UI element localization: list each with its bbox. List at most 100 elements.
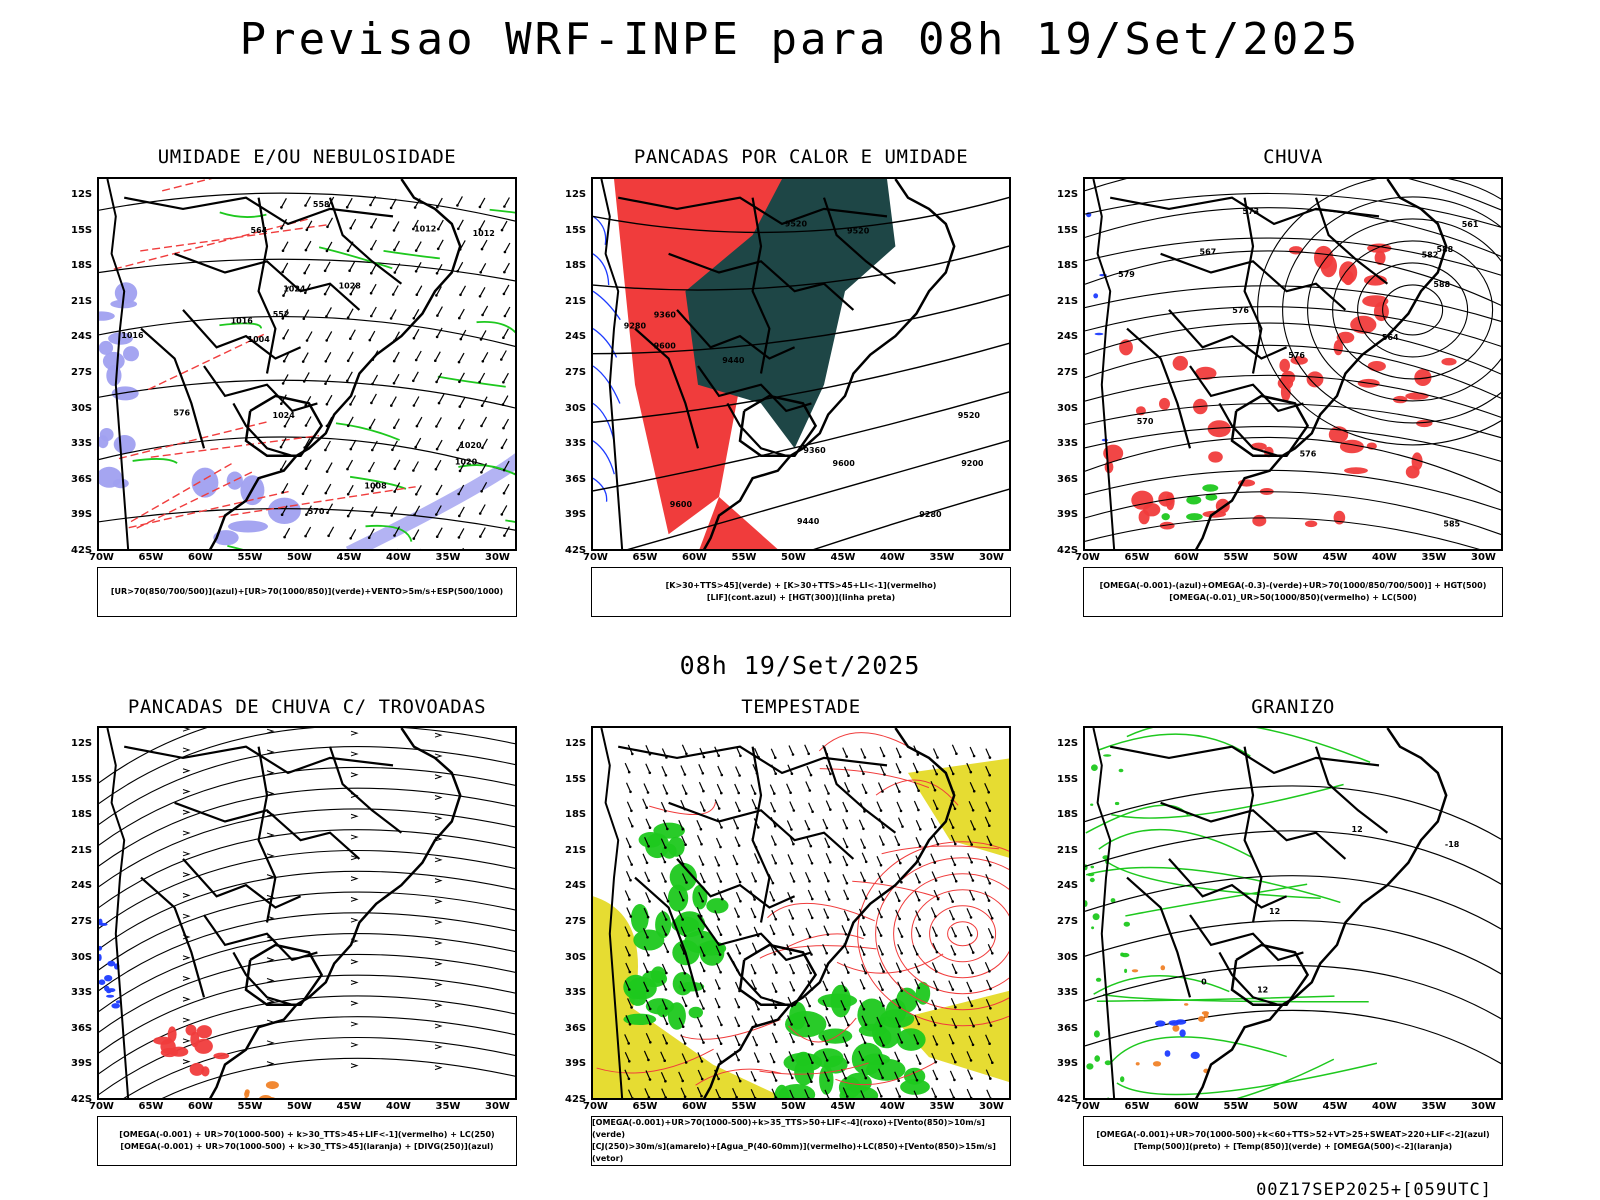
- contour-label: 585: [1443, 520, 1460, 529]
- lon-tick-label: 55W: [237, 1101, 263, 1112]
- legend-line: [K>30+TTS>45](verde) + [K>30+TTS>45+LI<-…: [665, 581, 937, 590]
- contour-label: 0: [1201, 977, 1207, 986]
- map-canvas: [593, 728, 1009, 1098]
- lat-tick-label: 27S: [71, 916, 93, 927]
- contour-label: 582: [1422, 250, 1439, 259]
- map-canvas: [99, 728, 515, 1098]
- map-panel-2: 9600 9600 9600 9520 9520 9520 9440 9440 9360 9360…: [591, 177, 1011, 551]
- lat-tick-label: 33S: [565, 987, 587, 999]
- contour-label: 1016: [231, 317, 254, 326]
- lat-tick-label: 30S: [1057, 951, 1079, 963]
- contour-label: 576: [1300, 449, 1317, 458]
- lat-tick-label: 36S: [1057, 1022, 1079, 1034]
- legend-line: [OMEGA(-0.001) + UR>70(1000-500) + k>30_…: [120, 1142, 494, 1151]
- map-panel-1: 1012 1016 1020 1024 1028 1008 1004 1012 1016 1020…: [97, 177, 517, 551]
- panel-title: PANCADAS POR CALOR E UMIDADE: [633, 146, 969, 168]
- contour-label: 573: [1242, 207, 1259, 216]
- lat-tick-label: 21S: [565, 295, 587, 307]
- lon-tick-label: 40W: [386, 1101, 411, 1112]
- lat-tick-label: 27S: [71, 367, 93, 378]
- contour-label: 9280: [624, 322, 647, 331]
- lat-tick-label: 42S: [565, 1094, 587, 1105]
- panel-title: GRANIZO: [1251, 696, 1335, 718]
- contour-label: 567: [1200, 247, 1217, 256]
- contour-label: 9360: [654, 311, 677, 320]
- lon-tick-label: 60W: [682, 1101, 707, 1112]
- legend-box: [OMEGA(-0.001)-(azul)+OMEGA(-0.3)-(verde…: [1083, 567, 1503, 617]
- lat-tick-label: 21S: [71, 844, 93, 856]
- legend-box: [K>30+TTS>45](verde) + [K>30+TTS>45+LI<-…: [591, 567, 1011, 617]
- lon-tick-label: 35W: [1421, 552, 1447, 563]
- legend-box: [UR>70(850/700/500)](azul)+[UR>70(1000/8…: [97, 567, 517, 617]
- lon-tick-label: 65W: [1124, 1101, 1150, 1112]
- contour-label: 564: [1382, 333, 1399, 342]
- lon-tick-label: 50W: [1273, 552, 1298, 563]
- contour-label: -18: [1445, 840, 1460, 849]
- run-info: 00Z17SEP2025+[059UTC]: [1256, 1180, 1492, 1200]
- contour-label: 576: [1232, 306, 1249, 315]
- lat-tick-label: 27S: [1057, 916, 1079, 927]
- contour-label: 564: [251, 226, 268, 235]
- contour-label: 9600: [670, 500, 693, 509]
- lat-tick-label: 18S: [1057, 260, 1079, 272]
- lon-tick-label: 30W: [1471, 1101, 1496, 1112]
- legend-box: [OMEGA(-0.001) + UR>70(1000-500) + k>30_…: [97, 1116, 517, 1166]
- legend-line: [OMEGA(-0.001)-(azul)+OMEGA(-0.3)-(verde…: [1099, 581, 1487, 590]
- lat-tick-label: 18S: [565, 260, 587, 272]
- panel-title: PANCADAS DE CHUVA C/ TROVOADAS: [127, 696, 487, 718]
- contour-label: 9440: [722, 356, 745, 365]
- lon-tick-label: 55W: [1223, 552, 1249, 563]
- lat-tick-label: 27S: [1057, 367, 1079, 378]
- lat-tick-label: 33S: [1057, 438, 1079, 450]
- lat-tick-label: 24S: [71, 331, 93, 343]
- lon-tick-label: 35W: [435, 552, 461, 563]
- contour-label: 9360: [803, 446, 826, 455]
- lon-tick-label: 40W: [386, 552, 411, 563]
- lat-tick-label: 36S: [565, 473, 587, 485]
- contour-label: 579: [1118, 270, 1135, 279]
- contour-label: 1020: [455, 458, 478, 467]
- lat-tick-label: 21S: [71, 295, 93, 307]
- lon-tick-label: 30W: [979, 1101, 1004, 1112]
- contour-label: 9280: [919, 510, 942, 519]
- lon-tick-label: 45W: [336, 1101, 362, 1112]
- lon-tick-label: 60W: [682, 552, 707, 563]
- contour-label: 570: [308, 507, 325, 516]
- legend-line: [Temp(500)](preto) + [Temp(850)](verde) …: [1133, 1142, 1453, 1151]
- lat-tick-label: 36S: [71, 1022, 93, 1034]
- contour-label: 1028: [339, 282, 362, 291]
- lon-tick-label: 70W: [89, 1101, 114, 1112]
- lon-tick-label: 65W: [138, 1101, 164, 1112]
- lon-tick-label: 40W: [880, 1101, 905, 1112]
- lat-tick-label: 24S: [1057, 880, 1079, 892]
- contour-label: 1016: [121, 331, 144, 340]
- lon-tick-label: 40W: [1372, 1101, 1397, 1112]
- lat-tick-label: 12S: [1057, 738, 1079, 749]
- lon-tick-label: 60W: [1174, 552, 1199, 563]
- contour-label: 1004: [248, 335, 271, 344]
- legend-line: [OMEGA(-0.001)+UR>70(1000-500)+k>35_TTS>…: [592, 1118, 985, 1139]
- lat-tick-label: 21S: [565, 844, 587, 856]
- contour-label: 9200: [961, 459, 984, 468]
- legend-line: [OMEGA(-0.01)_UR>50(1000/850)(vermelho) …: [1169, 593, 1417, 602]
- lat-tick-label: 24S: [565, 331, 587, 343]
- lat-tick-label: 39S: [565, 509, 587, 521]
- map-canvas: 0 12 12 12 -18: [1085, 728, 1501, 1098]
- lon-tick-label: 70W: [1075, 552, 1100, 563]
- legend-line: [LIF](cont.azul) + [HGT(300)](linha pret…: [706, 593, 896, 602]
- lat-tick-label: 39S: [71, 509, 93, 521]
- lon-tick-label: 30W: [485, 1101, 510, 1112]
- lon-tick-label: 35W: [435, 1101, 461, 1112]
- contour-label: 9520: [847, 227, 870, 236]
- lon-tick-label: 70W: [89, 552, 114, 563]
- lat-tick-label: 18S: [71, 809, 93, 821]
- lat-tick-label: 30S: [71, 402, 93, 414]
- lat-tick-label: 15S: [565, 224, 587, 236]
- lon-tick-label: 40W: [880, 552, 905, 563]
- lon-tick-label: 50W: [781, 552, 806, 563]
- lat-tick-label: 36S: [71, 473, 93, 485]
- lat-tick-label: 33S: [565, 438, 587, 450]
- lon-tick-label: 65W: [1124, 552, 1150, 563]
- legend-line: [UR>70(850/700/500)](azul)+[UR>70(1000/8…: [110, 587, 504, 596]
